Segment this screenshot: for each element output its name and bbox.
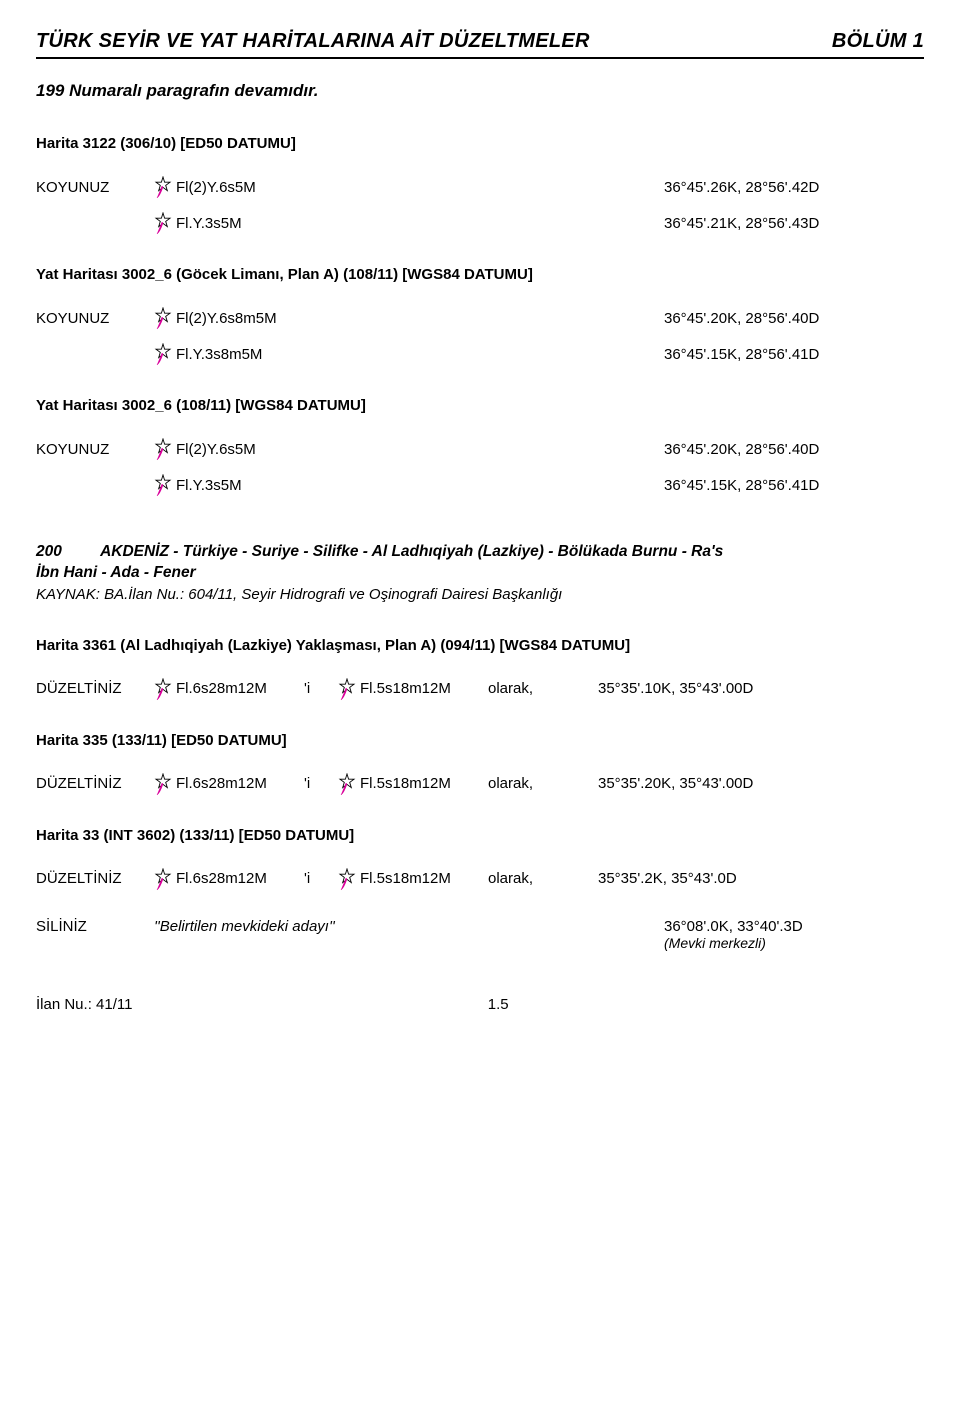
light-label: Fl.Y.3s8m5M [176, 346, 262, 363]
delete-quote: ''Belirtilen mevkideki adayı'' [154, 918, 604, 952]
chart-title: Yat Haritası 3002_6 (108/11) [WGS84 DATU… [36, 397, 924, 414]
action-label: SİLİNİZ [36, 918, 154, 952]
chart-title: Harita 3361 (Al Ladhıqiyah (Lazkiye) Yak… [36, 637, 924, 654]
coord: 36°45'.20K, 28°56'.40D [664, 441, 924, 458]
light-label: Fl.5s18m12M [360, 680, 451, 697]
insert-row: Fl.Y.3s5M 36°45'.21K, 28°56'.43D [36, 214, 924, 232]
sep: 'i [304, 680, 338, 697]
coord: 35°35'.20K, 35°43'.00D [598, 775, 924, 792]
light-icon [154, 476, 172, 494]
footer-page: 1.5 [488, 996, 509, 1013]
chart-block-0: Harita 3122 (306/10) [ED50 DATUMU] KOYUN… [36, 135, 924, 232]
light-icon [338, 775, 356, 793]
light-icon [338, 870, 356, 888]
coord: 36°45'.20K, 28°56'.40D [664, 310, 924, 327]
light-label: Fl.6s28m12M [176, 870, 267, 887]
notice-number: 200 [36, 543, 62, 560]
amend-row: DÜZELTİNİZ Fl.6s28m12M 'i Fl.5s18m12M ol… [36, 680, 924, 698]
coord: 36°45'.21K, 28°56'.43D [664, 215, 924, 232]
light-label: Fl(2)Y.6s5M [176, 179, 256, 196]
light-icon [154, 775, 172, 793]
chart-title: Yat Haritası 3002_6 (Göcek Limanı, Plan … [36, 266, 924, 283]
footer-left: İlan Nu.: 41/11 [36, 996, 132, 1013]
as-label: olarak, [488, 870, 598, 887]
insert-row: KOYUNUZ Fl(2)Y.6s8m5M 36°45'.20K, 28°56'… [36, 309, 924, 327]
sep: 'i [304, 775, 338, 792]
sep: 'i [304, 870, 338, 887]
header-rule [36, 57, 924, 59]
continuation-note: 199 Numaralı paragrafın devamıdır. [36, 81, 924, 101]
insert-row: KOYUNUZ Fl(2)Y.6s5M 36°45'.20K, 28°56'.4… [36, 440, 924, 458]
light-icon [154, 178, 172, 196]
action-label: KOYUNUZ [36, 179, 154, 196]
action-label: DÜZELTİNİZ [36, 680, 154, 697]
light-label: Fl.Y.3s5M [176, 477, 242, 494]
coord: 35°35'.10K, 35°43'.00D [598, 680, 924, 697]
coord: 36°08'.0K, 33°40'.3D [664, 918, 803, 935]
light-icon [338, 680, 356, 698]
light-icon [154, 214, 172, 232]
notice-source: KAYNAK: BA.İlan Nu.: 604/11, Seyir Hidro… [36, 586, 924, 603]
chart-block-1: Yat Haritası 3002_6 (Göcek Limanı, Plan … [36, 266, 924, 363]
chart-title: Harita 33 (INT 3602) (133/11) [ED50 DATU… [36, 827, 924, 844]
notice-title-line2: İbn Hani - Ada - Fener [36, 564, 196, 581]
light-label: Fl.6s28m12M [176, 775, 267, 792]
light-icon [154, 680, 172, 698]
action-label: DÜZELTİNİZ [36, 870, 154, 887]
notice-title-line1: AKDENİZ - Türkiye - Suriye - Silifke - A… [100, 543, 723, 560]
chart-title: Harita 335 (133/11) [ED50 DATUMU] [36, 732, 924, 749]
light-icon [154, 870, 172, 888]
notice-block: 200 AKDENİZ - Türkiye - Suriye - Silifke… [36, 542, 924, 603]
light-icon [154, 345, 172, 363]
page-header: TÜRK SEYİR VE YAT HARİTALARINA AİT DÜZEL… [36, 30, 924, 53]
header-section: BÖLÜM 1 [832, 30, 924, 53]
action-label: DÜZELTİNİZ [36, 775, 154, 792]
light-label: Fl(2)Y.6s8m5M [176, 310, 277, 327]
light-label: Fl.5s18m12M [360, 870, 451, 887]
as-label: olarak, [488, 680, 598, 697]
light-icon [154, 309, 172, 327]
insert-row: Fl.Y.3s8m5M 36°45'.15K, 28°56'.41D [36, 345, 924, 363]
chart-title: Harita 3122 (306/10) [ED50 DATUMU] [36, 135, 924, 152]
as-label: olarak, [488, 775, 598, 792]
insert-row: Fl.Y.3s5M 36°45'.15K, 28°56'.41D [36, 476, 924, 494]
light-icon [154, 440, 172, 458]
light-label: Fl.6s28m12M [176, 680, 267, 697]
light-label: Fl.5s18m12M [360, 775, 451, 792]
delete-row: SİLİNİZ ''Belirtilen mevkideki adayı'' 3… [36, 918, 924, 952]
coord: 36°45'.26K, 28°56'.42D [664, 179, 924, 196]
action-label: KOYUNUZ [36, 310, 154, 327]
header-title: TÜRK SEYİR VE YAT HARİTALARINA AİT DÜZEL… [36, 30, 590, 53]
page-footer: İlan Nu.: 41/11 1.5 [36, 996, 924, 1013]
light-label: Fl.Y.3s5M [176, 215, 242, 232]
amend-block-0: Harita 3361 (Al Ladhıqiyah (Lazkiye) Yak… [36, 637, 924, 698]
coord: 36°45'.15K, 28°56'.41D [664, 346, 924, 363]
coord: 35°35'.2K, 35°43'.0D [598, 870, 924, 887]
amend-row: DÜZELTİNİZ Fl.6s28m12M 'i Fl.5s18m12M ol… [36, 775, 924, 793]
light-label: Fl(2)Y.6s5M [176, 441, 256, 458]
insert-row: KOYUNUZ Fl(2)Y.6s5M 36°45'.26K, 28°56'.4… [36, 178, 924, 196]
action-label: KOYUNUZ [36, 441, 154, 458]
coord-sub: (Mevki merkezli) [664, 935, 766, 951]
coord: 36°45'.15K, 28°56'.41D [664, 477, 924, 494]
amend-block-1: Harita 335 (133/11) [ED50 DATUMU] DÜZELT… [36, 732, 924, 793]
amend-row: DÜZELTİNİZ Fl.6s28m12M 'i Fl.5s18m12M ol… [36, 870, 924, 888]
chart-block-2: Yat Haritası 3002_6 (108/11) [WGS84 DATU… [36, 397, 924, 494]
amend-block-2: Harita 33 (INT 3602) (133/11) [ED50 DATU… [36, 827, 924, 888]
